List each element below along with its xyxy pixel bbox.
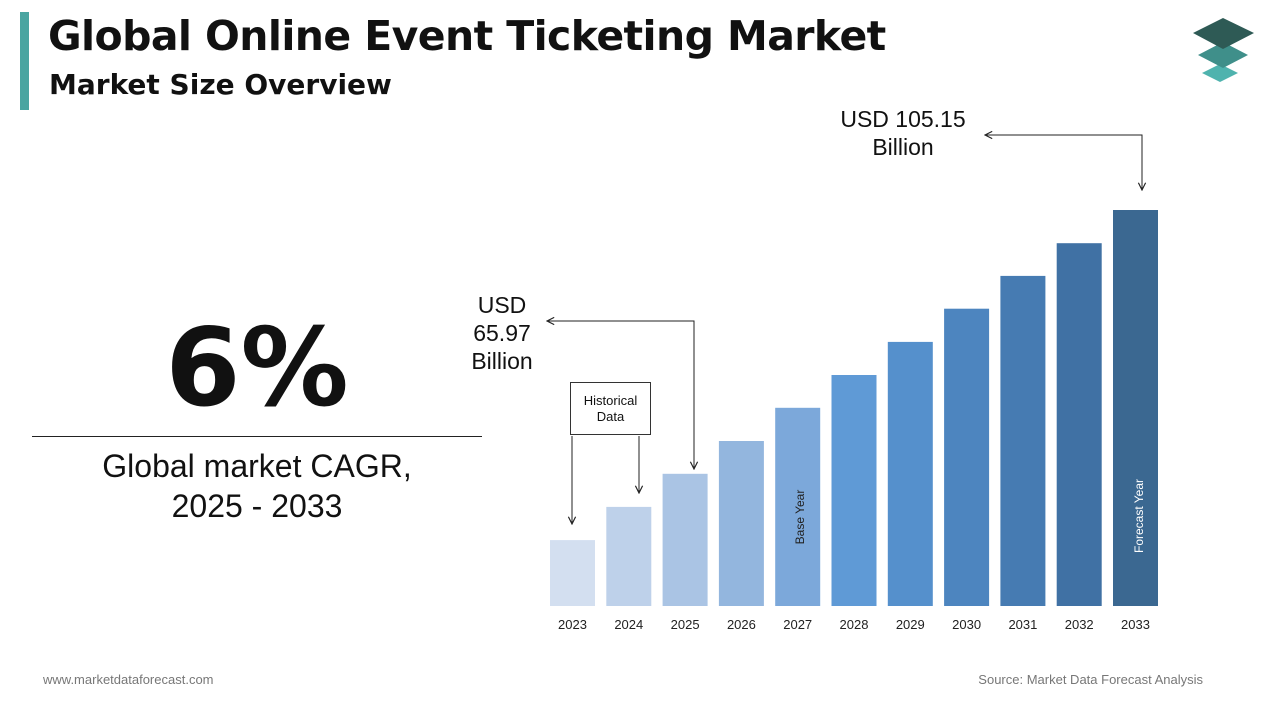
x-tick-label-2032: 2032 — [1065, 617, 1094, 632]
footer-source: Source: Market Data Forecast Analysis — [978, 672, 1203, 687]
x-tick-label-2027: 2027 — [783, 617, 812, 632]
x-tick-label-2025: 2025 — [671, 617, 700, 632]
bars-layer — [550, 210, 1158, 606]
x-tick-label-2024: 2024 — [614, 617, 643, 632]
x-tick-label-2030: 2030 — [952, 617, 981, 632]
bar-2025 — [662, 473, 708, 606]
x-tick-label-2028: 2028 — [840, 617, 869, 632]
bar-2026 — [718, 441, 764, 606]
x-tick-label-2031: 2031 — [1008, 617, 1037, 632]
bar-2031 — [1000, 275, 1046, 606]
bar-2027 — [775, 407, 821, 606]
cagr-label-line2: 2025 - 2033 — [171, 488, 343, 524]
base-value-line3: Billion — [471, 348, 533, 374]
historical-label-line2: Data — [596, 408, 625, 424]
page-title: Global Online Event Ticketing Market — [48, 12, 886, 60]
end-value-line2: Billion — [872, 134, 934, 160]
cagr-label: Global market CAGR, 2025 - 2033 — [32, 446, 482, 526]
cagr-value: 6% — [165, 306, 349, 431]
base-year-label: Base Year — [793, 490, 807, 545]
in-bar-labels-layer: Base Year Forecast Year — [793, 479, 1146, 553]
base-value-line1: USD — [477, 292, 527, 318]
tick-labels-layer: 2023 2024 2025 2026 2027 2028 2029 2030 2031 2032… — [558, 617, 1150, 632]
x-tick-label-2026: 2026 — [727, 617, 756, 632]
bar-2023 — [550, 540, 595, 606]
x-tick-label-2023: 2023 — [558, 617, 587, 632]
end-value-line1: USD 105.15 — [840, 106, 966, 132]
footer-website: www.marketdataforecast.com — [43, 672, 214, 687]
x-tick-label-2029: 2029 — [896, 617, 925, 632]
bar-2024 — [606, 506, 652, 606]
end-value-annotation: USD 105.15 Billion — [820, 105, 986, 161]
bar-2030 — [944, 308, 990, 606]
cagr-divider — [32, 436, 482, 437]
base-value-line2: 65.97 — [473, 320, 531, 346]
bar-2032 — [1056, 243, 1102, 606]
x-tick-label-2033: 2033 — [1121, 617, 1150, 632]
base-value-annotation: USD 65.97 Billion — [460, 291, 544, 375]
bar-2028 — [831, 375, 877, 606]
historical-label-line1: Historical — [583, 392, 638, 408]
cagr-label-line1: Global market CAGR, — [102, 448, 412, 484]
page-subtitle: Market Size Overview — [49, 68, 392, 101]
forecast-year-label: Forecast Year — [1132, 479, 1146, 553]
end-value-arrow — [985, 135, 1142, 190]
stacked-layers-icon — [1193, 18, 1254, 82]
bar-2033 — [1113, 210, 1158, 606]
annotation-arrows — [547, 135, 1142, 524]
title-accent-bar — [20, 12, 29, 110]
bar-2029 — [887, 341, 933, 606]
base-value-arrow — [547, 321, 694, 469]
historical-data-box: Historical Data — [570, 382, 651, 435]
